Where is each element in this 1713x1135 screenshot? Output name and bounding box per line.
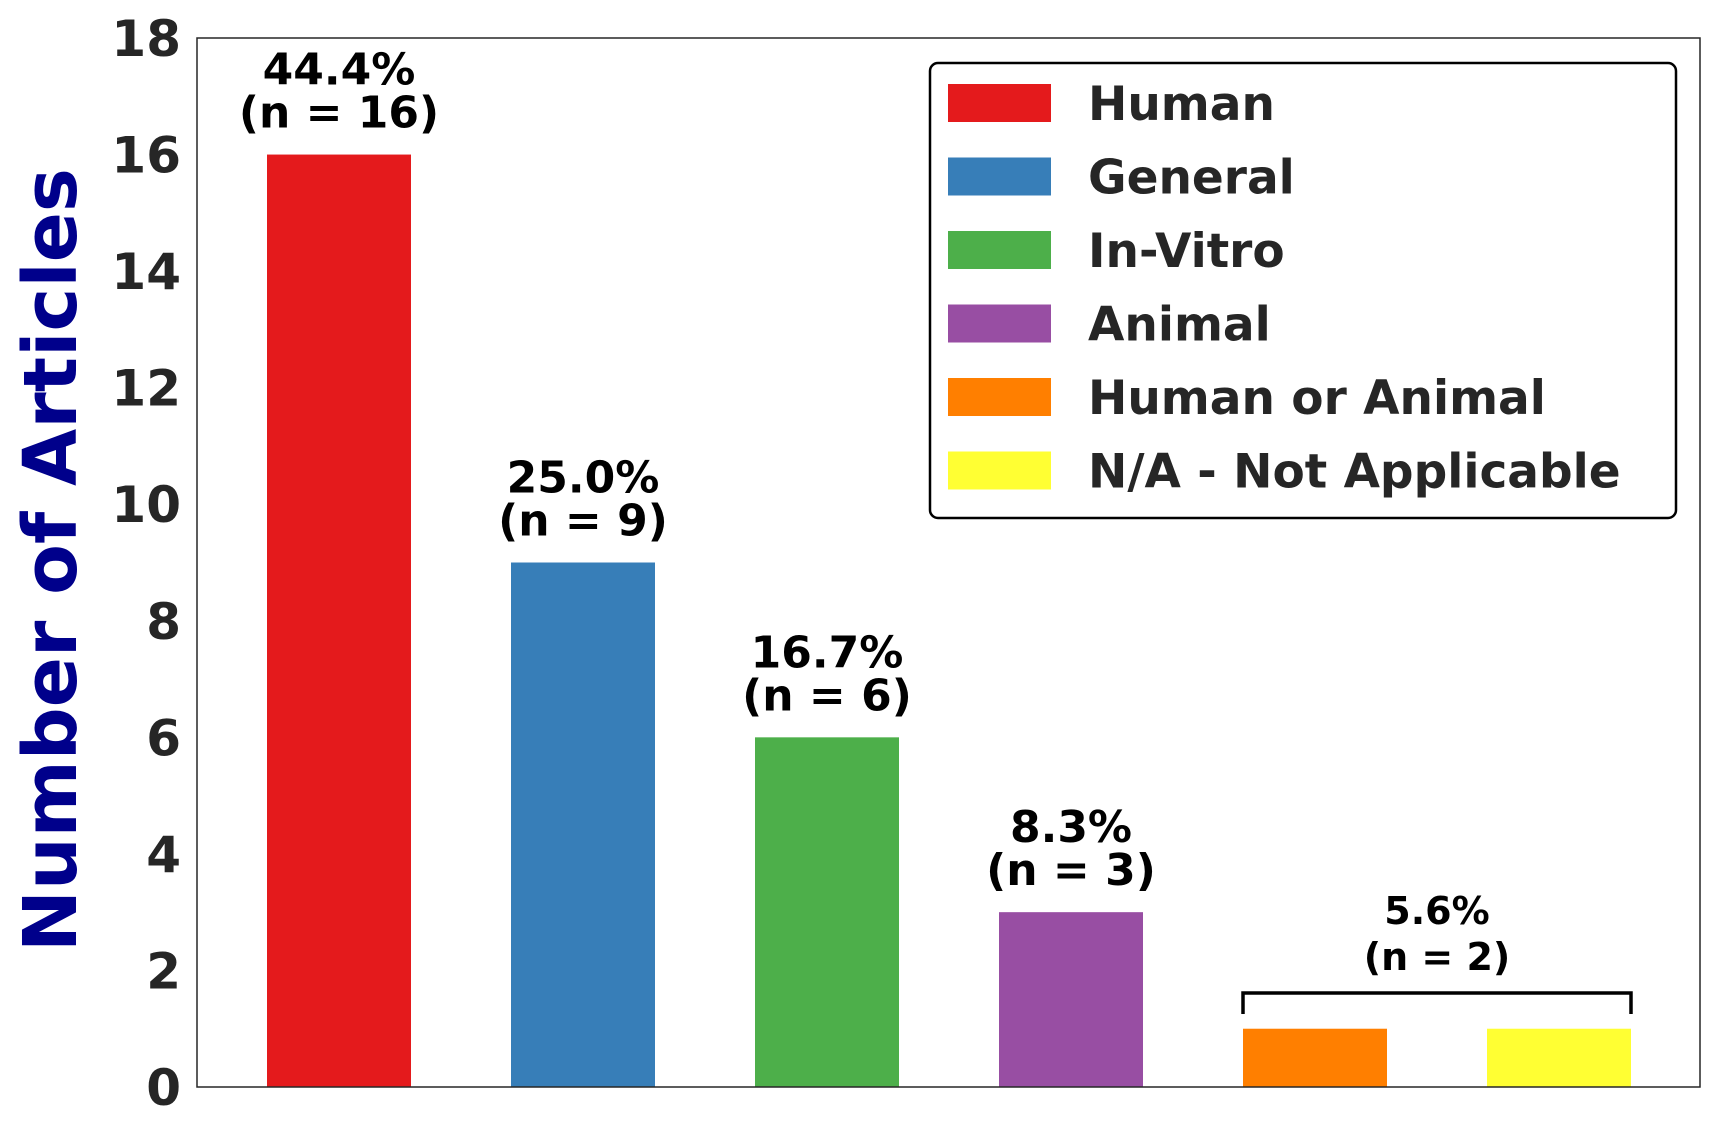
plot-frame xyxy=(196,37,1701,1088)
group-bracket xyxy=(1241,991,1633,1014)
legend-label: In-Vitro xyxy=(1088,224,1285,279)
y-ticks-group: 0 2 4 6 8 10 12 14 16 18 xyxy=(111,10,181,1117)
bar-pct-label: 16.7% xyxy=(751,627,904,678)
legend-label: Human or Animal xyxy=(1088,371,1546,426)
legend-frame xyxy=(928,61,1678,520)
legend: Human General In-Vitro Animal Human or Anima… xyxy=(928,61,1678,520)
bar-0 xyxy=(267,154,411,1088)
legend-swatch xyxy=(948,157,1051,196)
y-tick-label: 12 xyxy=(111,360,181,418)
legend-swatch xyxy=(948,231,1051,269)
bar-2 xyxy=(755,737,899,1087)
legend-swatch xyxy=(948,378,1051,416)
bar-n-label: (n = 16) xyxy=(239,88,439,139)
y-axis-label: Number of Articles xyxy=(8,168,94,952)
bar-n-label: (n = 9) xyxy=(498,496,668,547)
y-tick-label: 16 xyxy=(111,127,181,185)
bar-4 xyxy=(1243,1028,1387,1087)
bar-pct-label: 25.0% xyxy=(507,453,660,504)
y-tick-label: 8 xyxy=(146,593,181,651)
legend-swatch xyxy=(948,304,1051,343)
y-tick-label: 6 xyxy=(146,709,181,767)
bar-5 xyxy=(1487,1028,1631,1087)
legend-swatch xyxy=(948,84,1051,122)
bar-n-label: (n = 3) xyxy=(986,845,1156,896)
bar-pct-label: 8.3% xyxy=(1010,802,1132,853)
y-tick-label: 10 xyxy=(111,476,181,534)
bar-n-label: (n = 6) xyxy=(742,670,912,721)
legend-label: N/A - Not Applicable xyxy=(1088,445,1621,500)
group-n-label: (n = 2) xyxy=(1364,935,1511,979)
y-tick-label: 2 xyxy=(146,942,181,1000)
legend-swatch xyxy=(948,451,1051,490)
legend-label: Human xyxy=(1088,77,1275,132)
y-tick-label: 18 xyxy=(111,10,181,68)
bars-group xyxy=(267,154,1631,1088)
group-pct-label: 5.6% xyxy=(1384,889,1489,933)
legend-label: General xyxy=(1088,151,1295,206)
y-tick-label: 4 xyxy=(146,826,181,884)
bar-3 xyxy=(999,912,1143,1087)
legend-label: Animal xyxy=(1088,298,1271,353)
y-tick-label: 14 xyxy=(111,243,181,301)
y-tick-label: 0 xyxy=(146,1059,181,1117)
bar-labels-group: 44.4%(n = 16) 25.0%(n = 9) 16.7%(n = 6) 8.3… xyxy=(239,45,1633,1014)
bar-pct-label: 44.4% xyxy=(263,45,416,96)
bar-1 xyxy=(511,562,655,1087)
